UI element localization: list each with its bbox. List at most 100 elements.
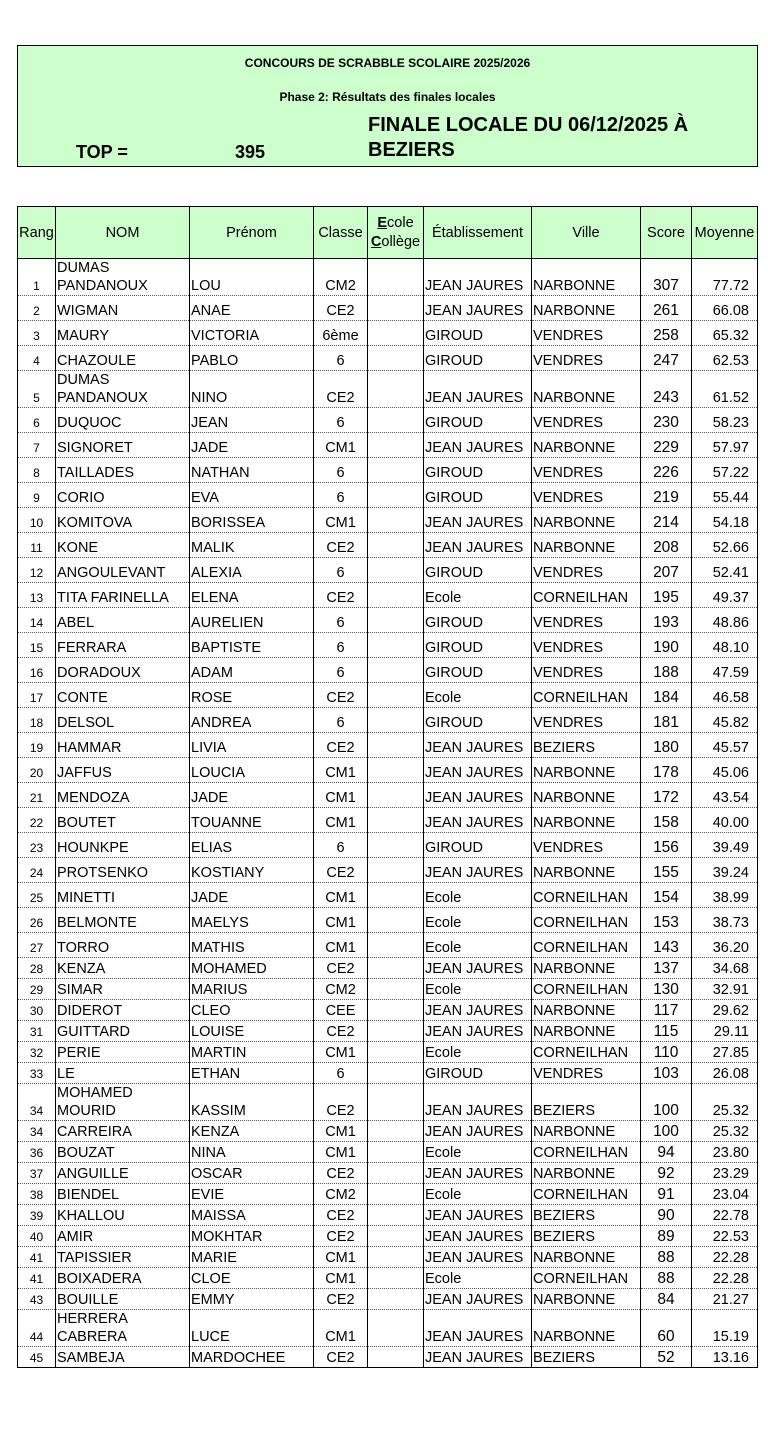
cell: 29.62 — [691, 999, 758, 1021]
cell: CM1 — [313, 807, 368, 833]
cell: 45.57 — [691, 732, 758, 758]
cell: 36.20 — [691, 932, 758, 958]
cell: 110 — [640, 1041, 692, 1063]
cell: 57.22 — [691, 457, 758, 483]
cell: 226 — [640, 457, 692, 483]
cell: DIDEROT — [55, 999, 190, 1021]
table-row: 41 BOIXADERA CLOE CM1 Ecole CORNEILHAN 88 22.28 — [17, 1267, 758, 1289]
cell: MARDOCHEE — [189, 1346, 314, 1368]
cell: 38.99 — [691, 882, 758, 908]
cell: MATHIS — [189, 932, 314, 958]
cell: BOIXADERA — [55, 1267, 190, 1289]
cell: CM2 — [313, 258, 368, 296]
table-row: 11 KONE MALIK CE2 JEAN JAURES NARBONNE 208 52.6… — [17, 532, 758, 558]
table-row: 44 HERRERA CABRERA LUCE CM1 JEAN JAURES NARBO… — [17, 1309, 758, 1347]
cell: 34.68 — [691, 957, 758, 979]
cell: 52.41 — [691, 557, 758, 583]
cell: 48.10 — [691, 632, 758, 658]
cell: 27.85 — [691, 1041, 758, 1063]
cell: JEAN JAURES — [423, 1225, 532, 1247]
cell: FERRARA — [55, 632, 190, 658]
header-row: Rang NOM Prénom Classe Ecole Collège Établisse… — [17, 206, 758, 259]
cell: CM1 — [313, 757, 368, 783]
cell: CM1 — [313, 782, 368, 808]
table-row: 34 CARREIRA KENZA CM1 JEAN JAURES NARBONNE 100… — [17, 1120, 758, 1142]
cell: 207 — [640, 557, 692, 583]
cell: GIROUD — [423, 707, 532, 733]
cell: ANGOULEVANT — [55, 557, 190, 583]
cell: 19 — [17, 732, 56, 758]
cell: CE2 — [313, 1288, 368, 1310]
table-row: 31 GUITTARD LOUISE CE2 JEAN JAURES NARBONNE 11… — [17, 1020, 758, 1042]
cell: ADAM — [189, 657, 314, 683]
column-header: Prénom — [189, 206, 314, 259]
cell: 84 — [640, 1288, 692, 1310]
cell: ABEL — [55, 607, 190, 633]
cell: Ecole — [423, 1141, 532, 1163]
cell: BOUILLE — [55, 1288, 190, 1310]
cell: AURELIEN — [189, 607, 314, 633]
cell: 32 — [17, 1041, 56, 1063]
cell: CM1 — [313, 432, 368, 458]
cell: Ecole — [423, 932, 532, 958]
cell-empty — [367, 707, 424, 733]
cell: BOUZAT — [55, 1141, 190, 1163]
cell: 62.53 — [691, 345, 758, 371]
cell: VENDRES — [531, 832, 641, 858]
cell: TORRO — [55, 932, 190, 958]
cell-empty — [367, 582, 424, 608]
cell: DORADOUX — [55, 657, 190, 683]
cell: 23.29 — [691, 1162, 758, 1184]
cell-empty — [367, 1062, 424, 1084]
cell: 18 — [17, 707, 56, 733]
cell-empty — [367, 1246, 424, 1268]
cell: VENDRES — [531, 407, 641, 433]
cell: CEE — [313, 999, 368, 1021]
cell: 184 — [640, 682, 692, 708]
cell-empty — [367, 732, 424, 758]
cell: BEZIERS — [531, 1225, 641, 1247]
cell: ANDREA — [189, 707, 314, 733]
cell: JEAN JAURES — [423, 1346, 532, 1368]
cell: Ecole — [423, 978, 532, 1000]
cell: LOUCIA — [189, 757, 314, 783]
cell: 40.00 — [691, 807, 758, 833]
cell: ELIAS — [189, 832, 314, 858]
cell: NARBONNE — [531, 1120, 641, 1142]
cell-empty — [367, 295, 424, 321]
table-row: 39 KHALLOU MAISSA CE2 JEAN JAURES BEZIERS 90 22… — [17, 1204, 758, 1226]
cell: JEAN JAURES — [423, 507, 532, 533]
cell: 5 — [17, 370, 56, 408]
cell: JEAN JAURES — [423, 1020, 532, 1042]
cell: NARBONNE — [531, 857, 641, 883]
cell: 65.32 — [691, 320, 758, 346]
cell: MARIUS — [189, 978, 314, 1000]
cell: 100 — [640, 1120, 692, 1142]
cell: GIROUD — [423, 345, 532, 371]
cell: 117 — [640, 999, 692, 1021]
cell: BIENDEL — [55, 1183, 190, 1205]
cell: 190 — [640, 632, 692, 658]
cell: 143 — [640, 932, 692, 958]
cell: JAFFUS — [55, 757, 190, 783]
cell: 44 — [17, 1309, 56, 1347]
cell: CE2 — [313, 295, 368, 321]
cell: CORNEILHAN — [531, 1183, 641, 1205]
table-row: 38 BIENDEL EVIE CM2 Ecole CORNEILHAN 91 23.04 — [17, 1183, 758, 1205]
cell: JEAN JAURES — [423, 807, 532, 833]
table-row: 26 BELMONTE MAELYS CM1 Ecole CORNEILHAN 153 38.… — [17, 907, 758, 933]
table-row: 9 CORIO EVA 6 GIROUD VENDRES 219 55.44 — [17, 482, 758, 508]
cell: 25 — [17, 882, 56, 908]
table-row: 1 DUMAS PANDANOUX LOU CM2 JEAN JAURES NARBONN… — [17, 258, 758, 296]
cell: 14 — [17, 607, 56, 633]
cell: BEZIERS — [531, 1346, 641, 1368]
cell: JEAN JAURES — [423, 1309, 532, 1347]
cell: 247 — [640, 345, 692, 371]
cell-empty — [367, 1041, 424, 1063]
cell-empty — [367, 1162, 424, 1184]
cell: CE2 — [313, 857, 368, 883]
column-header: Rang — [17, 206, 56, 259]
cell: CM1 — [313, 1246, 368, 1268]
cell: LOU — [189, 258, 314, 296]
cell: CLOE — [189, 1267, 314, 1289]
